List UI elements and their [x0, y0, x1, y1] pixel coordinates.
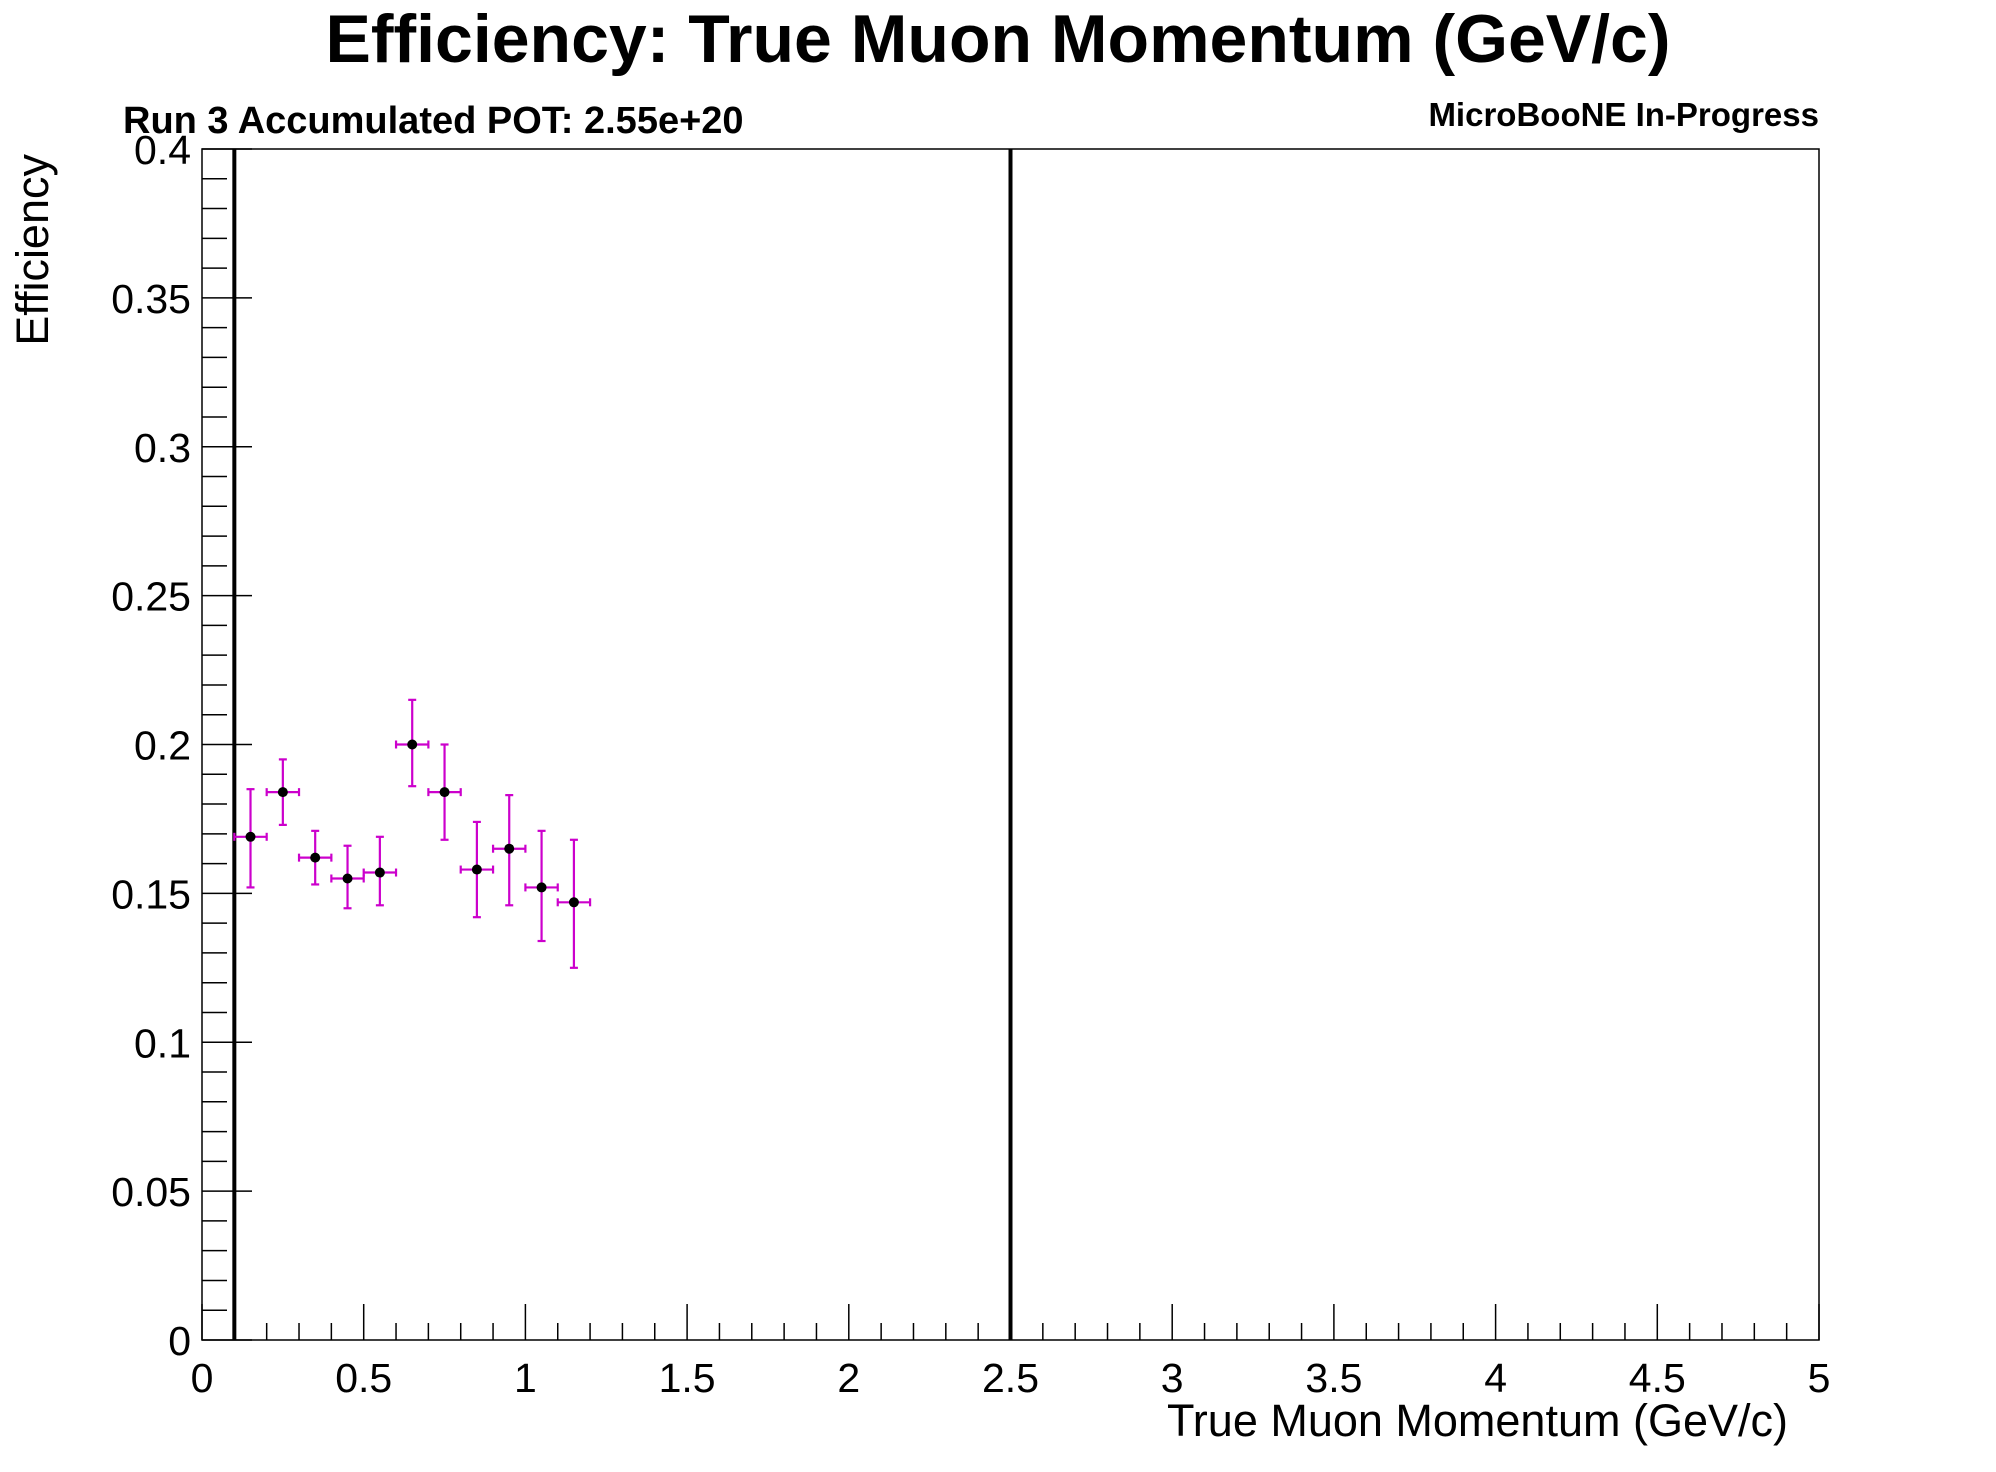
y-axis-label: Efficiency: [7, 154, 58, 346]
data-point-group: [556, 838, 592, 969]
data-point-group: [362, 835, 398, 907]
data-point-marker: [439, 787, 450, 798]
data-point-marker: [277, 787, 288, 798]
x-tick-label: 0.5: [335, 1355, 392, 1401]
data-point-group: [524, 829, 559, 943]
data-point-group: [265, 758, 301, 826]
y-tick-label: 0.3: [134, 425, 191, 471]
data-point-group: [330, 844, 365, 910]
data-point-group: [233, 788, 268, 889]
data-point-marker: [471, 864, 482, 875]
data-point-group: [297, 829, 333, 886]
data-point-marker: [245, 831, 256, 842]
cut-lines: [232, 149, 1013, 1340]
data-points: [233, 698, 592, 969]
y-tick-label: 0.15: [111, 871, 191, 917]
x-tick-label: 0: [191, 1355, 214, 1401]
y-tick-label: 0.2: [134, 723, 191, 769]
y-tick-label: 0.05: [111, 1169, 191, 1215]
y-tick-label: 0.4: [134, 127, 191, 173]
data-point-group: [394, 698, 430, 788]
y-tick-label: 0.25: [111, 574, 191, 620]
data-point-group: [491, 794, 527, 907]
x-tick-label: 2.5: [982, 1355, 1039, 1401]
x-tick-label: 4.5: [1629, 1355, 1686, 1401]
x-tick-label: 3: [1161, 1355, 1184, 1401]
y-tick-label: 0: [168, 1318, 191, 1364]
x-axis-label: True Muon Momentum (GeV/c): [1167, 1395, 1788, 1446]
x-tick-label: 2: [837, 1355, 860, 1401]
x-tick-label: 1: [514, 1355, 537, 1401]
experiment-tag: MicroBooNE In-Progress: [1428, 96, 1819, 133]
x-tick-label: 1.5: [659, 1355, 716, 1401]
data-point-marker: [536, 882, 547, 893]
chart-title: Efficiency: True Muon Momentum (GeV/c): [325, 1, 1670, 77]
data-point-marker: [504, 843, 515, 854]
data-point-marker: [568, 897, 579, 908]
y-tick-label: 0.1: [134, 1020, 191, 1066]
data-point-marker: [310, 852, 321, 863]
axis-ticks: 0 0.5 1 1.5 2 2.5 3 3.5 4 4.5 5 0 0.05 0.1 0.15 0.2 0.25…: [111, 127, 1830, 1401]
x-tick-label: 5: [1808, 1355, 1831, 1401]
data-point-marker: [374, 867, 385, 878]
data-point-marker: [342, 873, 353, 884]
data-point-group: [427, 743, 462, 841]
data-point-marker: [407, 739, 418, 750]
data-point-group: [459, 820, 495, 919]
x-tick-label: 3.5: [1305, 1355, 1362, 1401]
y-tick-label: 0.35: [111, 276, 191, 322]
chart-subtitle: Run 3 Accumulated POT: 2.55e+20: [123, 100, 744, 142]
x-tick-label: 4: [1484, 1355, 1507, 1401]
